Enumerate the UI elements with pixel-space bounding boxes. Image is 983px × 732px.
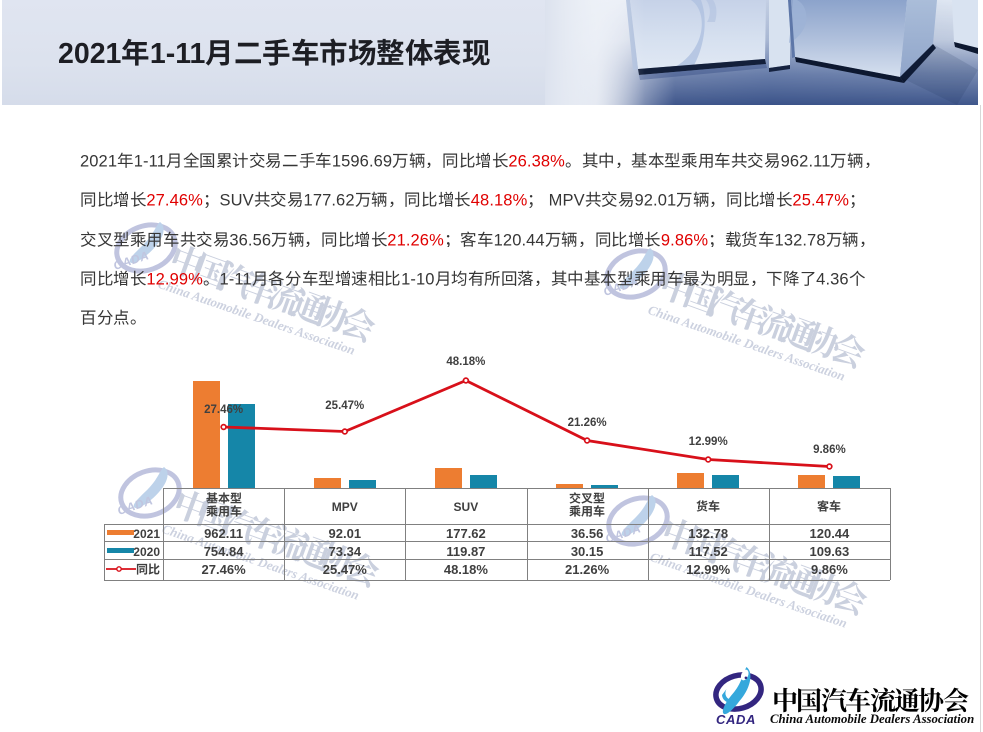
svg-text:CADA: CADA [716,712,756,727]
